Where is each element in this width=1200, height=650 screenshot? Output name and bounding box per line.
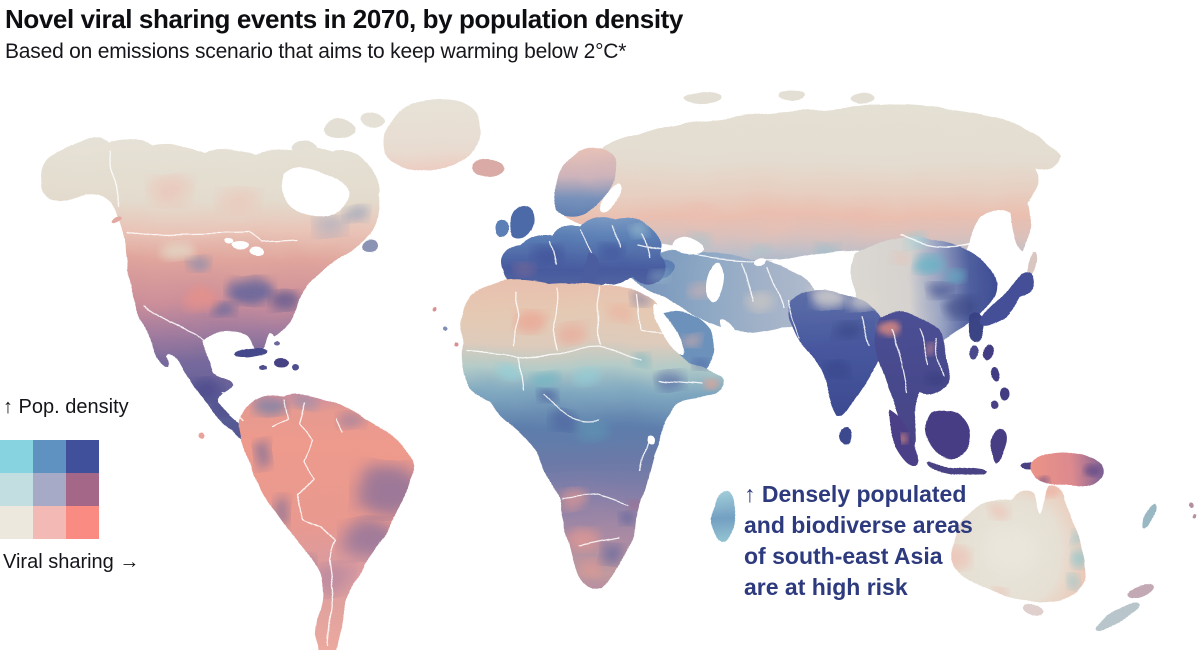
landmass-russia-north-asia xyxy=(561,105,1060,263)
landmass-south-america xyxy=(241,391,416,650)
page-subtitle: Based on emissions scenario that aims to… xyxy=(5,40,627,63)
black-sea xyxy=(670,240,702,256)
legend-cell xyxy=(0,506,33,539)
aral-sea xyxy=(754,258,766,266)
great-lakes xyxy=(231,242,249,250)
map-land-layer xyxy=(39,90,1194,650)
landmass-philippines xyxy=(983,344,1009,409)
legend-y-axis-label: ↑ Pop. density xyxy=(3,396,129,418)
watercolor-accents xyxy=(148,176,1098,597)
red-sea xyxy=(652,303,684,357)
landmass-scandinavia xyxy=(555,149,614,214)
legend-cell xyxy=(33,440,66,473)
landmass-ireland xyxy=(494,221,508,237)
landmass-india xyxy=(789,289,885,418)
landmass-madagascar xyxy=(712,489,737,545)
landmass-iceland xyxy=(474,159,504,177)
landmass-borneo xyxy=(926,409,970,459)
page-title: Novel viral sharing events in 2070, by p… xyxy=(5,4,683,34)
landmass-new-zealand-north xyxy=(1125,584,1155,600)
landmass-tasmania xyxy=(1025,604,1043,616)
landmass-new-caledonia xyxy=(1141,501,1155,529)
landmass-taiwan xyxy=(971,345,979,359)
landmass-caribbean xyxy=(234,343,300,371)
landmass-sulawesi xyxy=(990,430,1007,464)
landmass-greenland xyxy=(384,99,480,171)
seas-and-lakes xyxy=(223,169,766,445)
landmass-new-zealand-south xyxy=(1093,604,1137,628)
map-annotation-southeast-asia: ↑ Densely populated and biodiverse areas… xyxy=(744,481,973,600)
legend-cell xyxy=(0,440,33,473)
landmass-java xyxy=(928,462,986,476)
landmass-sri-lanka xyxy=(840,428,852,446)
country-borders xyxy=(111,149,977,647)
legend-cell xyxy=(0,473,33,506)
landmass-europe xyxy=(503,213,666,293)
landmass-britain xyxy=(508,203,536,237)
baltic-sea xyxy=(603,183,621,209)
legend-grid xyxy=(0,440,99,539)
legend-x-axis-label: Viral sharing → xyxy=(3,551,140,573)
hudson-bay xyxy=(281,169,347,217)
persian-gulf xyxy=(719,320,737,340)
legend-cell xyxy=(66,473,99,506)
landmass-japan xyxy=(981,270,1036,329)
caspian-sea xyxy=(705,262,725,302)
legend-cell xyxy=(66,440,99,473)
legend-cell xyxy=(33,473,66,506)
legend-cell xyxy=(66,506,99,539)
legend-cell xyxy=(33,506,66,539)
